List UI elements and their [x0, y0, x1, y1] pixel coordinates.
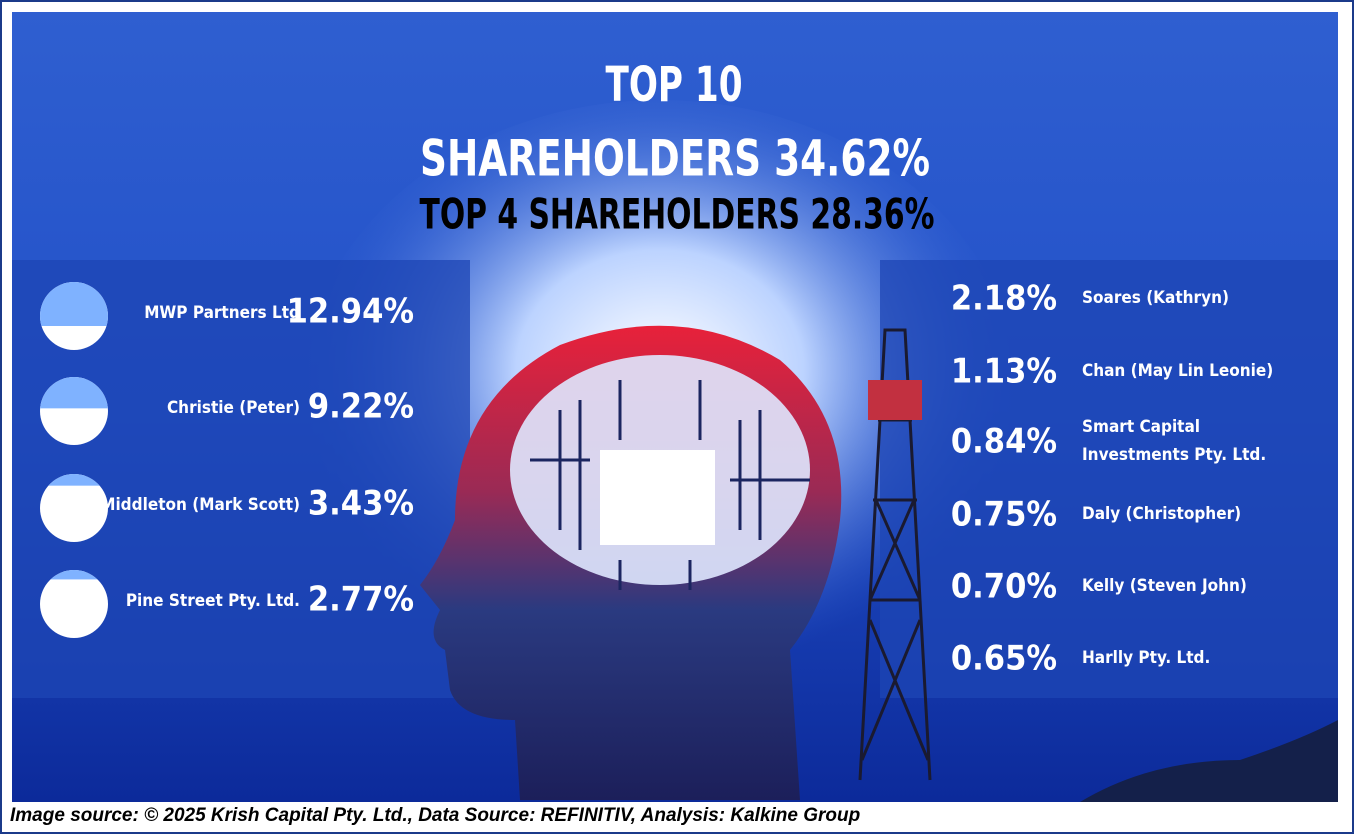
shareholder-percent: 12.94% — [287, 292, 414, 332]
gauge — [40, 474, 108, 542]
title-line3: TOP 4 SHAREHOLDERS 28.36% — [420, 190, 935, 239]
chip — [600, 450, 715, 545]
shareholder-name: Kelly (Steven John) — [1082, 576, 1247, 596]
footer-bg — [0, 802, 1354, 834]
skyline — [1080, 720, 1338, 802]
footer: Image source: © 2025 Krish Capital Pty. … — [10, 805, 860, 826]
shareholder-name: Soares (Kathryn) — [1082, 288, 1229, 308]
shareholder-name: Smart Capital — [1082, 417, 1200, 437]
shareholder-name: Harlly Pty. Ltd. — [1082, 648, 1210, 668]
tower — [858, 328, 932, 781]
shareholder-percent: 2.77% — [308, 580, 414, 620]
shareholder-name: Christie (Peter) — [167, 398, 300, 418]
shareholder-percent: 3.43% — [308, 484, 414, 524]
shareholder-name: Middleton (Mark Scott) — [100, 495, 300, 515]
shareholder-percent: 0.70% — [951, 567, 1057, 607]
shareholder-name: Pine Street Pty. Ltd. — [126, 591, 300, 611]
shareholder-percent: 0.65% — [951, 639, 1057, 679]
gauge-fill — [40, 570, 108, 580]
shareholder-name: Chan (May Lin Leonie) — [1082, 361, 1273, 381]
shareholder-percent: 2.18% — [951, 279, 1057, 319]
shareholder-percent: 0.84% — [951, 422, 1057, 462]
gauge — [40, 570, 108, 638]
shareholder-name: Investments Pty. Ltd. — [1082, 445, 1266, 465]
shareholder-percent: 1.13% — [951, 352, 1057, 392]
shareholder-percent: 0.75% — [951, 495, 1057, 535]
right-panel — [880, 260, 1338, 698]
title-line1: TOP 10 — [606, 57, 743, 113]
gauge-fill — [40, 474, 108, 486]
shareholder-name: Daly (Christopher) — [1082, 504, 1241, 524]
title-line2: SHAREHOLDERS 34.62% — [420, 130, 930, 188]
circuit-lines — [530, 380, 810, 590]
shareholder-name: MWP Partners Ltd — [144, 303, 300, 323]
shareholder-percent: 9.22% — [308, 387, 414, 427]
